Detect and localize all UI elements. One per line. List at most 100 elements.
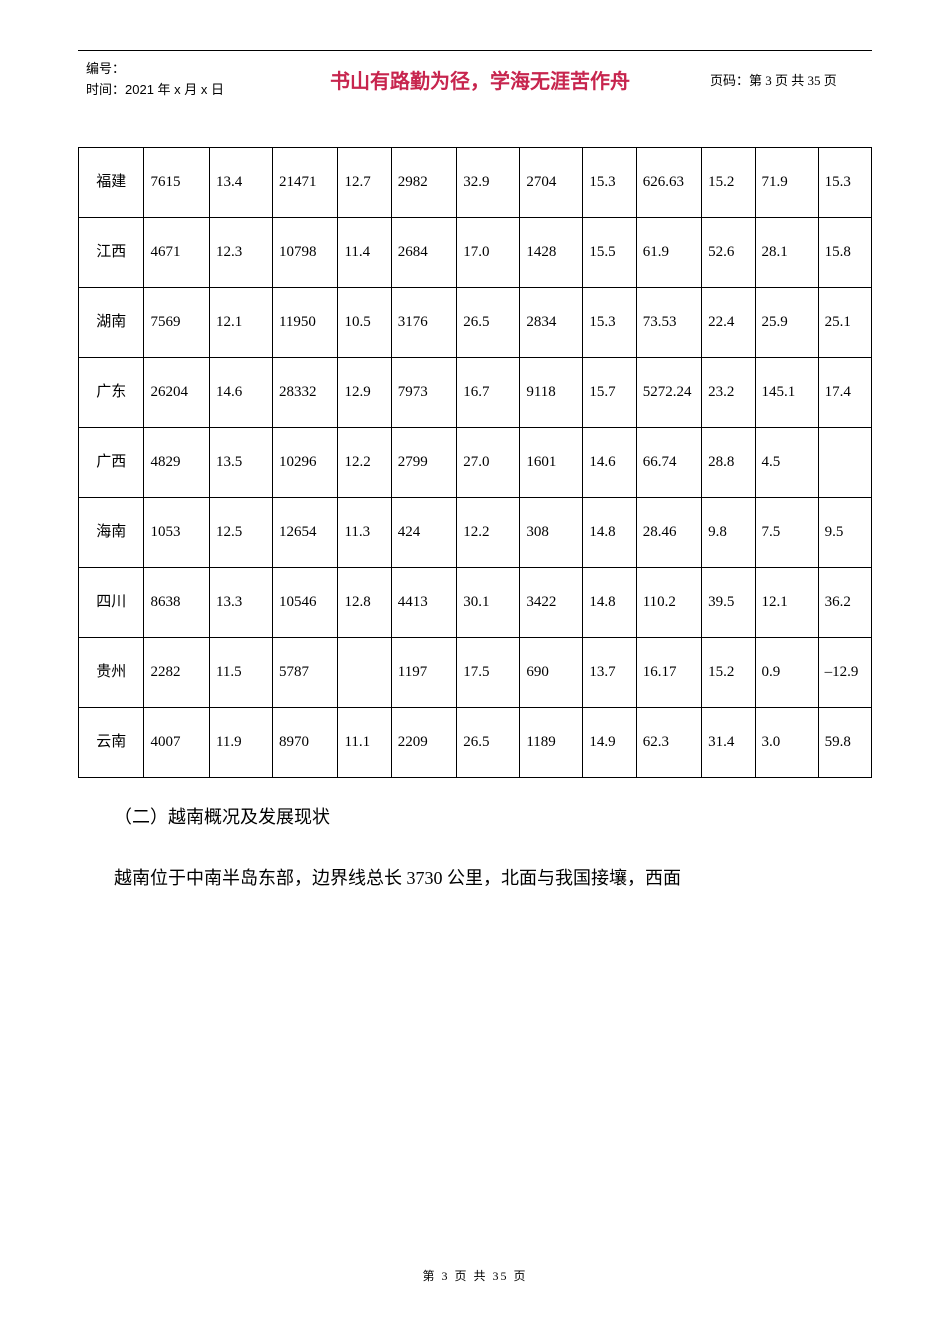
data-cell: 15.3 (583, 287, 636, 357)
data-cell: 52.6 (702, 217, 755, 287)
data-cell: 30.1 (457, 567, 520, 637)
data-cell: 10546 (272, 567, 337, 637)
province-cell: 云南 (79, 707, 144, 777)
data-cell: 15.3 (818, 147, 871, 217)
data-cell: 13.7 (583, 637, 636, 707)
table-row: 海南105312.51265411.342412.230814.828.469.… (79, 497, 872, 567)
data-cell: 1189 (520, 707, 583, 777)
section-heading: （二）越南概况及发展现状 (78, 796, 872, 839)
data-cell: 2982 (391, 147, 456, 217)
data-cell: 690 (520, 637, 583, 707)
data-cell: 2799 (391, 427, 456, 497)
data-cell: 9.5 (818, 497, 871, 567)
data-cell: 12.3 (209, 217, 272, 287)
data-cell: 13.5 (209, 427, 272, 497)
data-cell: 5272.24 (636, 357, 701, 427)
data-cell: 22.4 (702, 287, 755, 357)
data-cell: 17.0 (457, 217, 520, 287)
data-cell: 7569 (144, 287, 209, 357)
data-cell (818, 427, 871, 497)
data-cell: 39.5 (702, 567, 755, 637)
doc-id-label: 编号： (86, 59, 250, 80)
data-cell: 25.1 (818, 287, 871, 357)
data-cell: 626.63 (636, 147, 701, 217)
data-cell: 7.5 (755, 497, 818, 567)
data-cell: 7615 (144, 147, 209, 217)
data-cell: 14.6 (209, 357, 272, 427)
province-cell: 湖南 (79, 287, 144, 357)
motto-text: 书山有路勤为径，学海无涯苦作舟 (330, 71, 630, 93)
data-cell: 11.3 (338, 497, 391, 567)
data-cell: 1197 (391, 637, 456, 707)
data-cell: 1053 (144, 497, 209, 567)
province-cell: 海南 (79, 497, 144, 567)
data-cell: 9118 (520, 357, 583, 427)
data-cell: 17.4 (818, 357, 871, 427)
data-cell: 27.0 (457, 427, 520, 497)
table-row: 福建761513.42147112.7298232.9270415.3626.6… (79, 147, 872, 217)
data-cell: 15.8 (818, 217, 871, 287)
data-cell: 15.2 (702, 147, 755, 217)
page-code-label: 页码：第 3 页 共 35 页 (710, 73, 837, 88)
table-row: 广东2620414.62833212.9797316.7911815.75272… (79, 357, 872, 427)
data-cell: 2834 (520, 287, 583, 357)
data-cell: 59.8 (818, 707, 871, 777)
data-cell (338, 637, 391, 707)
data-cell: 12.1 (209, 287, 272, 357)
data-cell: 5787 (272, 637, 337, 707)
table-row: 贵州228211.55787119717.569013.716.1715.20.… (79, 637, 872, 707)
data-cell: 66.74 (636, 427, 701, 497)
data-cell: 15.7 (583, 357, 636, 427)
header-left-cell: 编号： 时间：2021 年 x 月 x 日 (78, 53, 258, 107)
page-footer: 第 3 页 共 35 页 (0, 1267, 950, 1284)
data-cell: 12654 (272, 497, 337, 567)
data-cell: 4413 (391, 567, 456, 637)
data-cell: 15.5 (583, 217, 636, 287)
page-header: 编号： 时间：2021 年 x 月 x 日 书山有路勤为径，学海无涯苦作舟 页码… (78, 53, 872, 107)
data-cell: 15.2 (702, 637, 755, 707)
header-right-cell: 页码：第 3 页 共 35 页 (702, 53, 872, 107)
data-cell: 4.5 (755, 427, 818, 497)
data-cell: 12.7 (338, 147, 391, 217)
data-cell: 71.9 (755, 147, 818, 217)
body-paragraph-1: 越南位于中南半岛东部，边界线总长 3730 公里，北面与我国接壤，西面 (78, 857, 872, 900)
data-cell: 8970 (272, 707, 337, 777)
data-cell: 9.8 (702, 497, 755, 567)
data-table: 福建761513.42147112.7298232.9270415.3626.6… (78, 147, 872, 778)
data-cell: 21471 (272, 147, 337, 217)
data-cell: 10798 (272, 217, 337, 287)
data-cell: 12.1 (755, 567, 818, 637)
data-cell: 12.2 (338, 427, 391, 497)
data-cell: 13.4 (209, 147, 272, 217)
table-row: 四川863813.31054612.8441330.1342214.8110.2… (79, 567, 872, 637)
data-cell: 31.4 (702, 707, 755, 777)
data-cell: 26.5 (457, 287, 520, 357)
data-cell: 2209 (391, 707, 456, 777)
data-cell: 17.5 (457, 637, 520, 707)
data-cell: 11.5 (209, 637, 272, 707)
data-cell: 12.9 (338, 357, 391, 427)
data-cell: 28332 (272, 357, 337, 427)
data-cell: 11950 (272, 287, 337, 357)
data-cell: 16.7 (457, 357, 520, 427)
data-cell: 12.5 (209, 497, 272, 567)
data-cell: 28.1 (755, 217, 818, 287)
header-center-cell: 书山有路勤为径，学海无涯苦作舟 (258, 53, 702, 107)
table-row: 云南400711.9897011.1220926.5118914.962.331… (79, 707, 872, 777)
header-rule (78, 50, 872, 51)
data-cell: 61.9 (636, 217, 701, 287)
data-cell: 14.9 (583, 707, 636, 777)
data-cell: 14.8 (583, 497, 636, 567)
data-cell: 3.0 (755, 707, 818, 777)
data-cell: 0.9 (755, 637, 818, 707)
data-cell: 12.2 (457, 497, 520, 567)
data-cell: 10.5 (338, 287, 391, 357)
data-cell: 145.1 (755, 357, 818, 427)
data-cell: 8638 (144, 567, 209, 637)
province-cell: 福建 (79, 147, 144, 217)
data-cell: 1601 (520, 427, 583, 497)
data-cell: 2282 (144, 637, 209, 707)
data-cell: 7973 (391, 357, 456, 427)
data-cell: 36.2 (818, 567, 871, 637)
data-cell: 424 (391, 497, 456, 567)
